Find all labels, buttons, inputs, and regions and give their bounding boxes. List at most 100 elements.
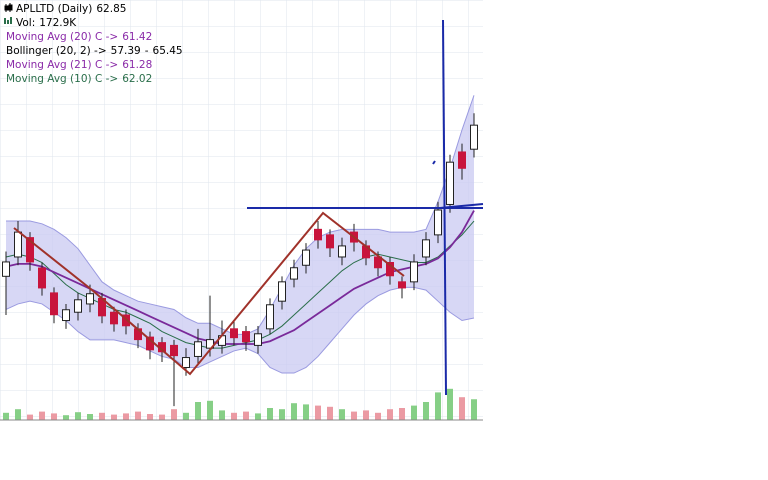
volume-bar	[447, 388, 453, 420]
trend-annotation	[13, 211, 405, 376]
candle-body	[170, 344, 178, 357]
candle-body	[458, 151, 466, 169]
volume-bar	[123, 413, 129, 420]
candle-body	[110, 311, 118, 325]
price-icon	[4, 3, 13, 12]
legend-entry: APLLTD (Daily) 62.85	[16, 3, 126, 15]
candle-body	[50, 292, 58, 316]
volume-bar	[375, 412, 381, 420]
legend-entry: Moving Avg (20) C -> 61.42	[6, 31, 152, 43]
candle-body	[242, 331, 250, 343]
volume-bar	[159, 414, 165, 420]
candle-body	[2, 261, 10, 277]
volume-bar	[183, 412, 189, 420]
candle-body	[38, 267, 46, 289]
candle-body	[194, 341, 202, 357]
volume-bar	[315, 405, 321, 420]
bollinger-edge	[6, 95, 475, 335]
volume-bar	[171, 409, 177, 420]
candle-body	[410, 261, 418, 283]
candle-body	[470, 124, 478, 150]
volume-bar	[63, 415, 69, 420]
legend-value: 172.9K	[39, 17, 77, 29]
volume-bar	[99, 412, 105, 420]
legend-entry: Vol: 172.9K	[16, 17, 77, 29]
candle-body	[254, 333, 262, 346]
volume-bar	[135, 411, 141, 420]
legend-label: Moving Avg (10) C ->	[6, 73, 118, 85]
volume-bar	[411, 405, 417, 420]
legend-entry: Moving Avg (21) C -> 61.28	[6, 59, 152, 71]
candle-body	[338, 245, 346, 258]
volume-bar	[471, 399, 477, 420]
candle-body	[326, 234, 334, 249]
volume-bar	[351, 411, 357, 420]
volume-bar	[339, 409, 345, 420]
volume-bar	[15, 409, 21, 420]
bollinger-edge	[5, 286, 475, 374]
volume-bar	[243, 411, 249, 420]
volume-bar	[27, 414, 33, 420]
candle-body	[182, 357, 190, 369]
legend-label: Moving Avg (21) C ->	[6, 59, 118, 71]
candle-body	[26, 237, 34, 263]
candle-body	[86, 293, 94, 305]
annotations	[13, 19, 484, 396]
candle-body	[62, 309, 70, 322]
candle-body	[290, 267, 298, 280]
volume-bar	[39, 411, 45, 420]
legend-value: 61.28	[122, 59, 152, 71]
grid	[0, 0, 483, 420]
volume-bar	[459, 397, 465, 420]
volume-bar	[3, 412, 9, 420]
legend-value: 65.45	[153, 45, 183, 57]
volume-bar	[363, 410, 369, 420]
candle-body	[266, 304, 274, 330]
legend-value: 61.42	[122, 31, 152, 43]
candle-body	[206, 339, 214, 349]
candle-body	[74, 299, 82, 313]
volume-bar	[279, 409, 285, 420]
candle-body	[314, 228, 322, 241]
volume-bar	[267, 408, 273, 420]
volume-bar	[51, 413, 57, 420]
legend-label: APLLTD (Daily)	[16, 3, 92, 15]
legend: APLLTD (Daily) 62.85 Vol: 172.9K Moving Av…	[4, 3, 183, 85]
volume-bar	[147, 414, 153, 420]
volume-bar	[327, 406, 333, 420]
candle-body	[422, 239, 430, 258]
volume-bar	[87, 414, 93, 420]
legend-entry: Moving Avg (10) C -> 62.02	[6, 73, 152, 85]
volume-bar	[75, 412, 81, 420]
plot-area	[2, 95, 478, 420]
volume-bar	[387, 409, 393, 420]
candle-body	[434, 209, 442, 236]
vertical-annotation	[442, 19, 447, 396]
volume-icon	[4, 17, 12, 24]
volume-bar	[399, 408, 405, 420]
volume-bar	[231, 412, 237, 420]
legend-label: Vol:	[16, 17, 35, 29]
candle-body	[386, 262, 394, 277]
legend-label: Bollinger (20, 2) ->	[6, 45, 107, 57]
volume-bar	[111, 414, 117, 420]
candle-body	[398, 281, 406, 289]
level-annotation	[439, 203, 484, 209]
volume-bar	[303, 404, 309, 420]
candle-body	[14, 231, 22, 258]
candle-body	[230, 328, 238, 339]
volume-bar	[195, 402, 201, 420]
legend-separator: -	[145, 45, 149, 57]
volume-bar	[207, 400, 213, 420]
volume-bar	[255, 413, 261, 420]
candle-body	[278, 281, 286, 302]
volume-bar	[435, 392, 441, 420]
volume-bar	[291, 403, 297, 420]
legend-value: 62.85	[96, 3, 126, 15]
legend-entry: Bollinger (20, 2) -> 57.39-65.45	[6, 45, 183, 57]
legend-value: 62.02	[122, 73, 152, 85]
candle-body	[446, 161, 454, 205]
candle-body	[302, 249, 310, 266]
